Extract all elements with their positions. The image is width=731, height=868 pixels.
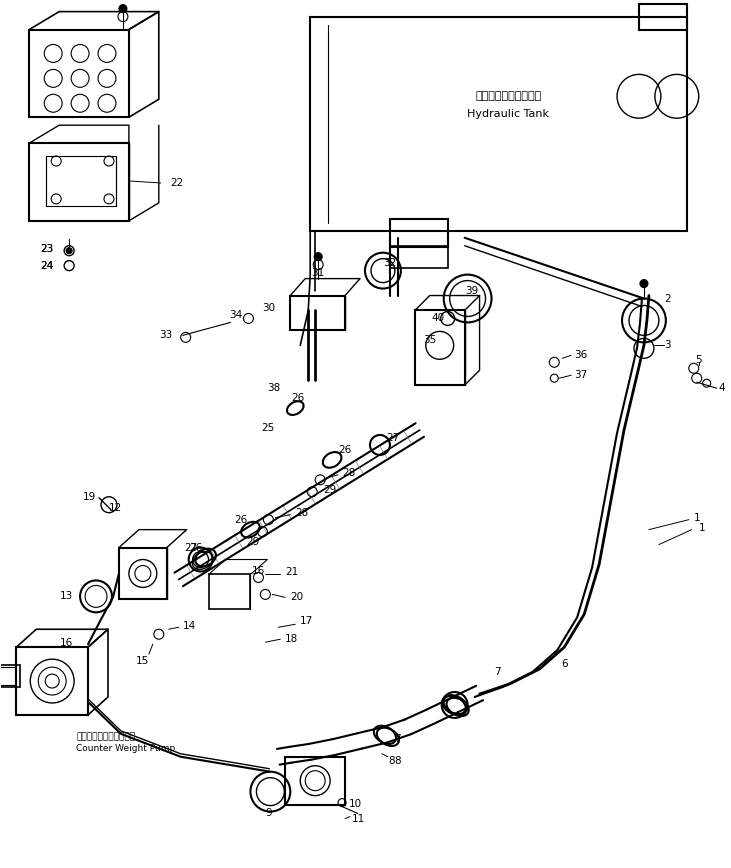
Text: 10: 10 [349, 799, 362, 809]
Bar [208, 575, 251, 609]
Text: 28: 28 [342, 468, 355, 478]
Text: 16: 16 [251, 567, 265, 576]
Text: 32: 32 [383, 258, 396, 267]
Text: 23: 23 [40, 244, 53, 253]
Text: 3: 3 [664, 340, 670, 351]
Text: 24: 24 [40, 260, 53, 271]
Text: 9: 9 [265, 807, 272, 818]
Bar [290, 295, 345, 331]
Text: 25: 25 [262, 423, 275, 433]
Text: 22: 22 [171, 178, 184, 188]
Text: 37: 37 [575, 371, 588, 380]
Bar [29, 30, 129, 117]
Text: 19: 19 [83, 492, 96, 502]
Bar [29, 143, 129, 220]
Text: 40: 40 [431, 313, 444, 324]
Bar [390, 219, 447, 247]
Bar [46, 156, 116, 206]
Text: 28: 28 [295, 508, 308, 517]
Text: 30: 30 [262, 304, 276, 313]
Text: 26: 26 [234, 515, 247, 524]
Bar [119, 548, 167, 600]
Circle shape [66, 247, 72, 253]
Text: 4: 4 [719, 383, 725, 393]
Circle shape [119, 4, 127, 13]
Text: 2: 2 [664, 293, 670, 304]
Text: 31: 31 [311, 267, 325, 278]
Text: 20: 20 [290, 592, 303, 602]
Text: 26: 26 [189, 542, 202, 553]
Text: 13: 13 [60, 591, 73, 602]
Text: 1: 1 [694, 513, 700, 523]
Text: 26: 26 [292, 393, 305, 403]
Bar [639, 3, 687, 30]
Bar [0, 665, 20, 687]
Text: 5: 5 [695, 355, 702, 365]
Bar [390, 246, 447, 267]
Text: 6: 6 [561, 659, 567, 669]
Text: ハイドロリックタンク: ハイドロリックタンク [475, 91, 542, 102]
Text: 8: 8 [395, 756, 401, 766]
Text: 26: 26 [338, 445, 352, 455]
Bar [16, 648, 88, 715]
Text: 34: 34 [229, 311, 242, 320]
Text: 39: 39 [465, 286, 478, 295]
Text: 29: 29 [246, 536, 259, 547]
Text: 24: 24 [40, 260, 53, 271]
Text: Counter Weight Pump: Counter Weight Pump [76, 744, 175, 753]
Text: 16: 16 [60, 638, 73, 648]
Bar [310, 16, 687, 231]
Text: 27: 27 [184, 542, 197, 553]
Circle shape [314, 253, 322, 260]
Bar [285, 757, 345, 805]
Text: 1: 1 [699, 523, 705, 533]
Text: 14: 14 [183, 621, 196, 631]
Text: 21: 21 [285, 568, 298, 577]
Text: 11: 11 [352, 813, 365, 824]
Text: 29: 29 [324, 485, 337, 495]
Text: Hydraulic Tank: Hydraulic Tank [467, 109, 550, 119]
Text: 12: 12 [109, 503, 122, 513]
Text: 38: 38 [267, 383, 280, 393]
Text: 7: 7 [395, 733, 401, 744]
Text: 23: 23 [40, 244, 53, 253]
Text: 27: 27 [386, 433, 400, 443]
Text: 36: 36 [575, 351, 588, 360]
Text: 17: 17 [300, 616, 314, 627]
Text: 15: 15 [135, 656, 149, 666]
Text: 18: 18 [285, 635, 298, 644]
Text: 8: 8 [389, 756, 395, 766]
Text: 33: 33 [159, 331, 173, 340]
Circle shape [640, 279, 648, 287]
Text: カウンタウエイトポンプ: カウンタウエイトポンプ [76, 733, 135, 741]
Text: 35: 35 [423, 335, 436, 345]
Text: 7: 7 [494, 667, 501, 677]
Bar [414, 311, 465, 385]
